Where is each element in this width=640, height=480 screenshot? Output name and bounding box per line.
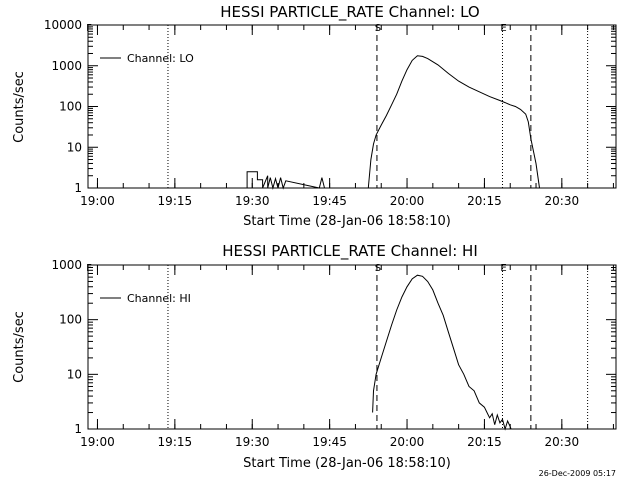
- marker-label: S: [375, 263, 381, 274]
- marker-label: S: [375, 23, 381, 34]
- y-tick-label: 100: [59, 100, 82, 114]
- x-tick-label: 20:15: [467, 194, 502, 208]
- chart-panel-lo: HESSI PARTICLE_RATE Channel: LO FSE 1101…: [12, 3, 617, 229]
- y-axis-label: Counts/sec: [12, 311, 27, 383]
- marker-lines: [167, 265, 589, 429]
- x-tick-label: 20:00: [390, 194, 425, 208]
- marker-lines: [167, 25, 589, 188]
- x-axis-ticks: 19:00 19:15 19:30 19:45 20:00 20:15 20:30: [80, 25, 614, 208]
- x-tick-label: 20:00: [390, 435, 425, 449]
- marker-label: E: [500, 23, 506, 34]
- legend: Channel: HI: [100, 292, 191, 305]
- legend-entry-channel-lo: Channel: LO: [127, 52, 194, 65]
- y-tick-label: 10: [67, 140, 82, 154]
- y-axis-label: Counts/sec: [12, 71, 27, 143]
- marker-label: E: [500, 263, 506, 274]
- y-tick-label: 1: [74, 422, 82, 436]
- x-tick-label: 19:15: [158, 194, 193, 208]
- y-axis-ticks: 1 10 100 1000: [51, 258, 616, 436]
- x-tick-label: 19:30: [235, 194, 270, 208]
- legend-entry-channel-hi: Channel: HI: [127, 292, 191, 305]
- plot-frame: [87, 264, 617, 430]
- legend: Channel: LO: [100, 52, 194, 65]
- y-tick-label: 1000: [51, 59, 82, 73]
- x-tick-label: 19:00: [80, 194, 115, 208]
- series-line-channel-lo: [246, 55, 540, 190]
- x-tick-label: 19:30: [235, 435, 270, 449]
- y-tick-label: 10: [67, 367, 82, 381]
- marker-label: F: [86, 263, 92, 274]
- x-axis-label: Start Time (28-Jan-06 18:58:10): [243, 456, 451, 471]
- series-line-channel-hi: [372, 274, 512, 431]
- y-tick-label: 10000: [44, 18, 82, 32]
- x-tick-label: 20:15: [467, 435, 502, 449]
- x-tick-label: 19:45: [312, 194, 347, 208]
- x-tick-label: 19:15: [158, 435, 193, 449]
- y-axis-ticks: 1 10 100 1000 10000: [44, 18, 616, 195]
- x-tick-label: 19:00: [80, 435, 115, 449]
- chart-title: HESSI PARTICLE_RATE Channel: LO: [220, 3, 479, 22]
- y-tick-label: 1: [74, 181, 82, 195]
- x-axis-label: Start Time (28-Jan-06 18:58:10): [243, 214, 451, 229]
- x-tick-label: 19:45: [312, 435, 347, 449]
- x-axis-ticks: 19:00 19:15 19:30 19:45 20:00 20:15 20:30: [80, 265, 614, 449]
- x-tick-label: 20:30: [545, 194, 580, 208]
- chart-title: HESSI PARTICLE_RATE Channel: HI: [222, 242, 478, 261]
- y-tick-label: 1000: [51, 258, 82, 272]
- x-tick-label: 20:30: [545, 435, 580, 449]
- y-tick-label: 100: [59, 313, 82, 327]
- render-timestamp: 26-Dec-2009 05:17: [539, 469, 616, 478]
